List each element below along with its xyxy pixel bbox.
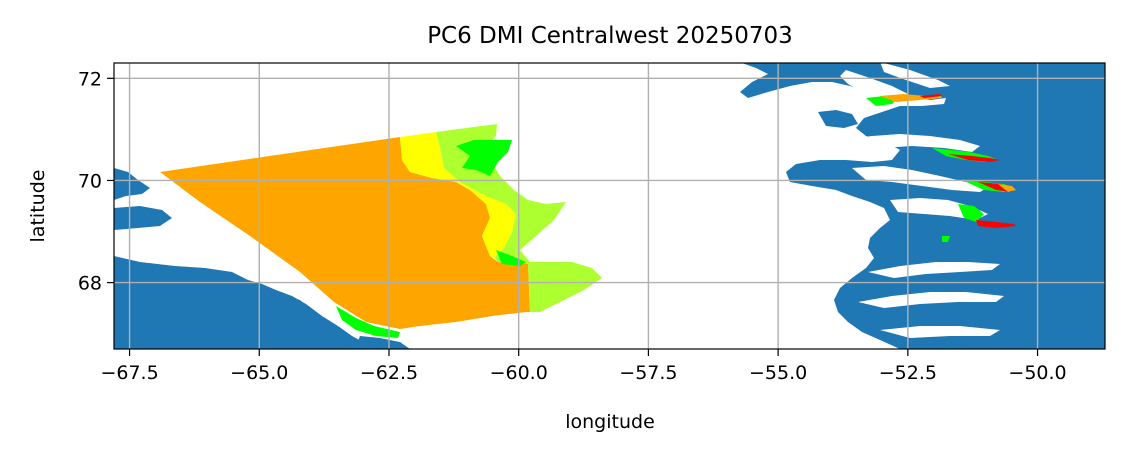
y-tick-label: 70	[78, 170, 102, 192]
fjord-nuussuaq	[842, 134, 980, 152]
ice-orange-region	[160, 137, 530, 329]
fjord-north-2	[880, 63, 950, 88]
chart-title: PC6 DMI Centralwest 20250703	[427, 23, 793, 49]
y-axis-label: latitude	[27, 170, 49, 243]
x-tick-label: −55.0	[749, 362, 807, 384]
ice-lime-edge-south	[336, 306, 400, 338]
ice-lime-edge-north	[456, 140, 512, 176]
land-baffin-north	[114, 168, 150, 200]
x-tick-label: −65.0	[230, 362, 288, 384]
land-baffin-inlet-shore	[262, 292, 340, 330]
x-tick-label: −52.5	[879, 362, 937, 384]
x-tick-label: −67.5	[100, 362, 158, 384]
x-tick-label: −57.5	[619, 362, 677, 384]
fjord-south-2	[858, 292, 1004, 308]
ice-coast-orange-3	[998, 184, 1016, 192]
fjord-vaigat	[852, 166, 990, 192]
ice-coast-red-4	[976, 220, 1016, 228]
x-tick-label: −60.0	[490, 362, 548, 384]
ice-coast-red-1	[920, 94, 942, 98]
ice-coast-red-2	[948, 154, 1000, 162]
fjord-south-3	[880, 326, 1000, 338]
x-axis: −67.5 −65.0 −62.5 −60.0 −57.5 −55.0 −52.5 −50.0	[100, 349, 1067, 384]
land-baffin-cape	[114, 206, 172, 230]
plot-area	[114, 63, 1105, 349]
plot-frame	[113, 62, 1106, 350]
x-axis-label: longitude	[565, 411, 655, 433]
x-tick-label: −62.5	[360, 362, 418, 384]
y-axis: 68 70 72	[78, 68, 114, 295]
ice-coast-lime-5	[942, 236, 950, 242]
land-baffin-east-tip	[355, 336, 410, 349]
grid-lines	[114, 63, 1105, 349]
ice-yellow-band	[400, 132, 516, 258]
y-tick-label: 72	[78, 68, 102, 90]
island-coastal	[818, 110, 858, 128]
y-tick-label: 68	[78, 273, 102, 295]
ice-coast-lime-4	[958, 204, 984, 222]
x-tick-label: −50.0	[1008, 362, 1066, 384]
fjord-south-1	[868, 262, 1000, 278]
